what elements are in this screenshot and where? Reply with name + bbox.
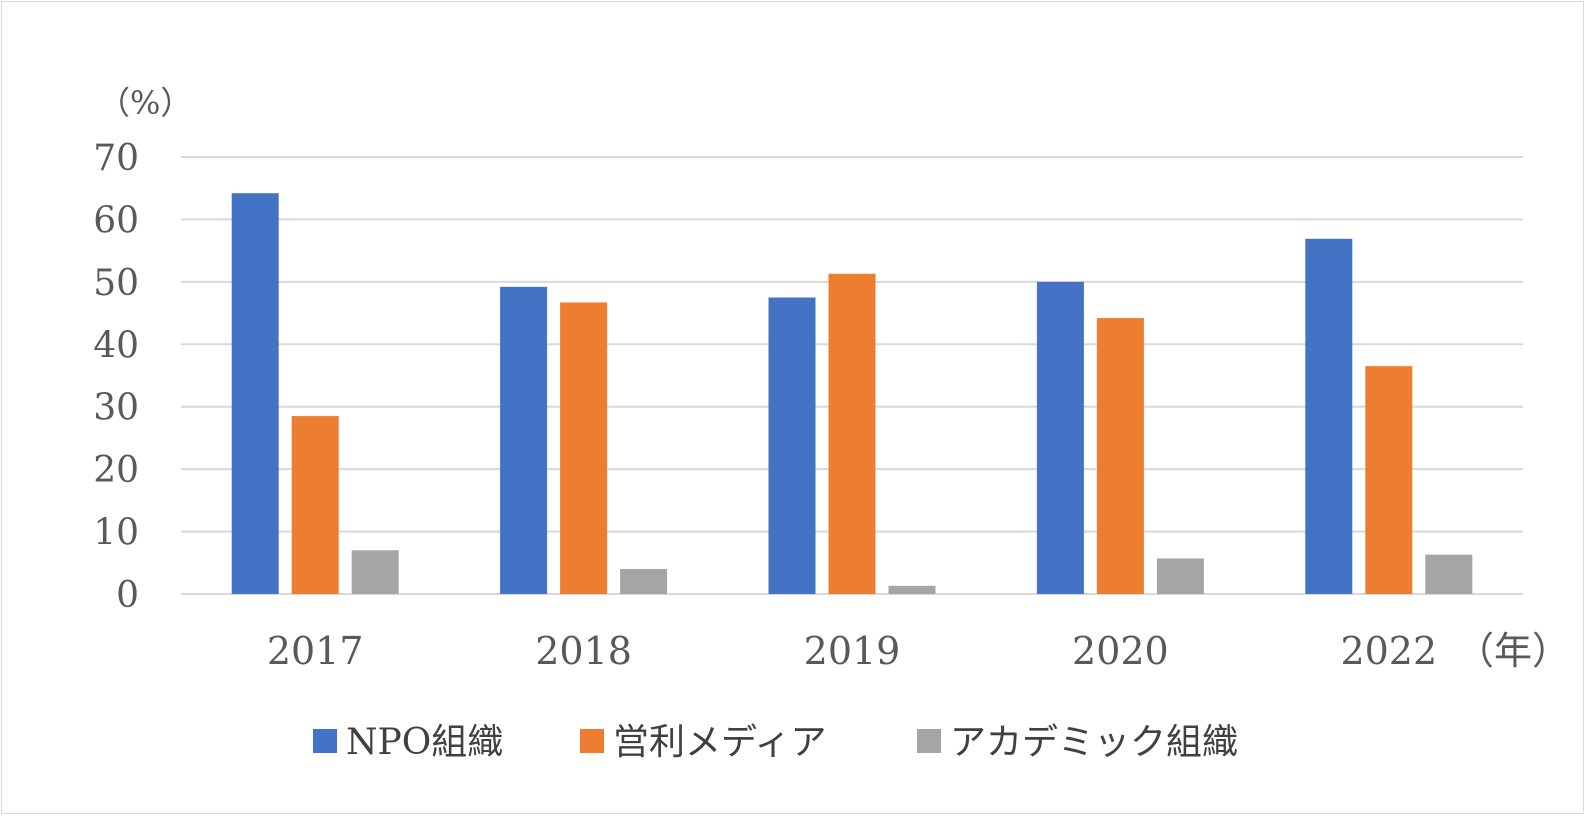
bar-2018-series-2 bbox=[620, 569, 668, 594]
y-tick-label: 50 bbox=[93, 263, 139, 304]
bar-2022-series-1 bbox=[1365, 366, 1413, 594]
bar-2017-series-1 bbox=[291, 416, 339, 594]
y-tick-label: 10 bbox=[93, 513, 139, 554]
legend: NPO組織 営利メディア アカデミック組織 bbox=[313, 722, 1238, 763]
bar-2017-series-2 bbox=[351, 550, 399, 594]
y-tick-label: 20 bbox=[93, 450, 139, 491]
legend-swatch-0 bbox=[313, 729, 337, 753]
x-category-label: 2019 bbox=[804, 629, 901, 673]
bar-2018-series-0 bbox=[500, 286, 548, 594]
x-axis-categories: 2017 2018 2019 2020 2022 bbox=[267, 629, 1437, 673]
bar-2017-series-0 bbox=[231, 193, 279, 595]
bar-2020-series-2 bbox=[1156, 558, 1204, 594]
x-category-label: 2018 bbox=[535, 629, 632, 673]
x-axis-unit: （年） bbox=[1456, 629, 1570, 673]
bar-2020-series-0 bbox=[1036, 281, 1084, 594]
y-tick-label: 60 bbox=[93, 200, 139, 241]
x-category-label: 2017 bbox=[267, 629, 364, 673]
bar-2019-series-2 bbox=[888, 585, 936, 594]
bars bbox=[231, 193, 1473, 595]
y-tick-label: 0 bbox=[116, 575, 139, 616]
bar-2022-series-2 bbox=[1425, 554, 1473, 594]
bar-2020-series-1 bbox=[1096, 318, 1144, 594]
legend-swatch-2 bbox=[917, 729, 941, 753]
legend-label-2: アカデミック組織 bbox=[950, 722, 1238, 763]
y-tick-label: 30 bbox=[93, 388, 139, 429]
bar-2018-series-1 bbox=[560, 302, 608, 594]
legend-label-0: NPO組織 bbox=[346, 722, 503, 763]
y-tick-label: 70 bbox=[93, 138, 139, 179]
bar-2022-series-0 bbox=[1305, 238, 1353, 594]
y-tick-label: 40 bbox=[93, 325, 139, 366]
y-axis-unit: （%） bbox=[98, 84, 192, 122]
y-axis-ticks: 0 10 20 30 40 50 60 70 bbox=[93, 138, 139, 616]
legend-swatch-1 bbox=[580, 729, 604, 753]
x-category-label: 2020 bbox=[1072, 629, 1169, 673]
bar-2019-series-1 bbox=[828, 273, 876, 594]
x-category-label: 2022 bbox=[1340, 629, 1437, 673]
legend-label-1: 営利メディア bbox=[613, 722, 826, 763]
bar-2019-series-0 bbox=[768, 297, 816, 594]
